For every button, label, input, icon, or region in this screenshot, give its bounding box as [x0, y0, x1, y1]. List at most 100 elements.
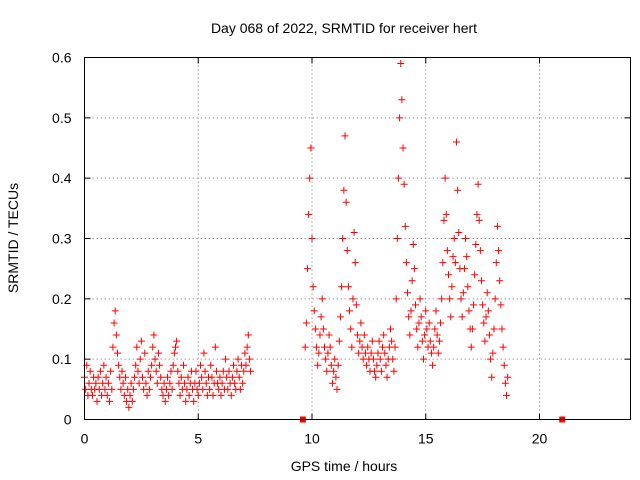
data-point	[455, 228, 463, 236]
data-point	[209, 391, 217, 399]
data-point	[167, 367, 175, 375]
data-point	[364, 343, 372, 351]
data-point	[143, 391, 151, 399]
data-point	[443, 247, 451, 255]
y-tick-label: 0	[64, 412, 72, 428]
data-point	[318, 295, 326, 303]
data-point	[327, 361, 335, 369]
data-point	[152, 367, 160, 375]
data-point	[450, 235, 458, 242]
data-point	[308, 235, 316, 242]
grid-layer	[84, 57, 631, 420]
data-point	[115, 361, 123, 369]
data-point	[109, 343, 117, 351]
data-point	[462, 235, 470, 242]
data-point	[335, 337, 343, 345]
x-tick-label: 0	[81, 431, 89, 447]
data-point	[398, 96, 406, 104]
data-point	[310, 307, 318, 315]
data-point	[134, 367, 142, 375]
data-point	[448, 283, 456, 291]
data-point	[465, 307, 473, 315]
data-point	[166, 379, 174, 387]
data-point	[454, 186, 462, 194]
data-point	[367, 349, 375, 357]
data-point	[392, 295, 400, 303]
data-point	[172, 343, 179, 351]
data-point	[136, 355, 144, 363]
data-point	[247, 367, 255, 375]
data-point	[414, 343, 422, 351]
data-point	[493, 222, 501, 230]
data-point	[200, 349, 208, 357]
x-axis-label: GPS time / hours	[291, 458, 398, 474]
data-point	[397, 60, 405, 68]
data-point	[94, 373, 102, 381]
data-point	[360, 331, 368, 339]
data-point	[441, 174, 449, 182]
data-point	[426, 337, 434, 345]
data-point	[460, 265, 468, 273]
data-point	[165, 391, 173, 399]
data-point	[218, 379, 226, 387]
data-point	[473, 210, 481, 218]
data-point	[408, 277, 416, 285]
data-point	[348, 343, 356, 351]
points-layer	[81, 60, 512, 411]
data-point	[497, 301, 505, 309]
data-point	[148, 361, 156, 369]
data-point	[412, 301, 420, 309]
data-point	[144, 367, 152, 375]
data-point	[386, 325, 394, 333]
data-point	[400, 180, 408, 188]
data-point	[499, 343, 507, 351]
data-point	[330, 367, 338, 375]
data-point	[431, 325, 439, 333]
data-point	[333, 385, 341, 393]
data-point	[427, 349, 435, 357]
data-point	[135, 379, 143, 387]
data-point	[228, 373, 236, 381]
data-point	[112, 331, 120, 339]
data-point	[404, 289, 412, 297]
data-point	[442, 210, 450, 218]
data-point	[406, 331, 414, 339]
data-point	[319, 325, 327, 333]
data-point	[401, 222, 409, 230]
data-point	[470, 301, 478, 309]
data-point	[245, 355, 253, 363]
data-point	[439, 259, 447, 267]
data-point	[302, 319, 310, 327]
data-point	[309, 283, 317, 291]
data-point	[368, 337, 376, 345]
data-point	[437, 319, 445, 327]
data-point	[173, 337, 181, 345]
data-point	[492, 259, 500, 267]
data-point	[343, 247, 351, 255]
y-tick-label: 0.6	[52, 50, 72, 66]
data-point	[185, 391, 193, 399]
x-tick-label: 10	[304, 431, 320, 447]
data-point	[244, 331, 252, 339]
chart-title: Day 068 of 2022, SRMTID for receiver her…	[211, 20, 477, 36]
data-point	[475, 216, 483, 224]
data-point	[371, 367, 379, 375]
data-point	[415, 319, 423, 327]
y-tick-label: 0.4	[52, 170, 72, 186]
data-point	[391, 343, 399, 351]
data-point	[110, 319, 118, 327]
data-point	[363, 361, 371, 369]
data-point	[239, 379, 247, 387]
data-point	[503, 391, 511, 399]
data-point	[383, 373, 391, 381]
data-point	[331, 355, 339, 363]
data-point	[93, 397, 101, 405]
data-point	[325, 331, 333, 339]
y-tick-label: 0.1	[52, 351, 72, 367]
data-point	[241, 349, 249, 357]
data-point	[192, 367, 200, 375]
data-point	[447, 313, 455, 321]
data-point	[85, 379, 93, 387]
data-point	[227, 391, 235, 399]
x-tick-label: 5	[194, 431, 202, 447]
